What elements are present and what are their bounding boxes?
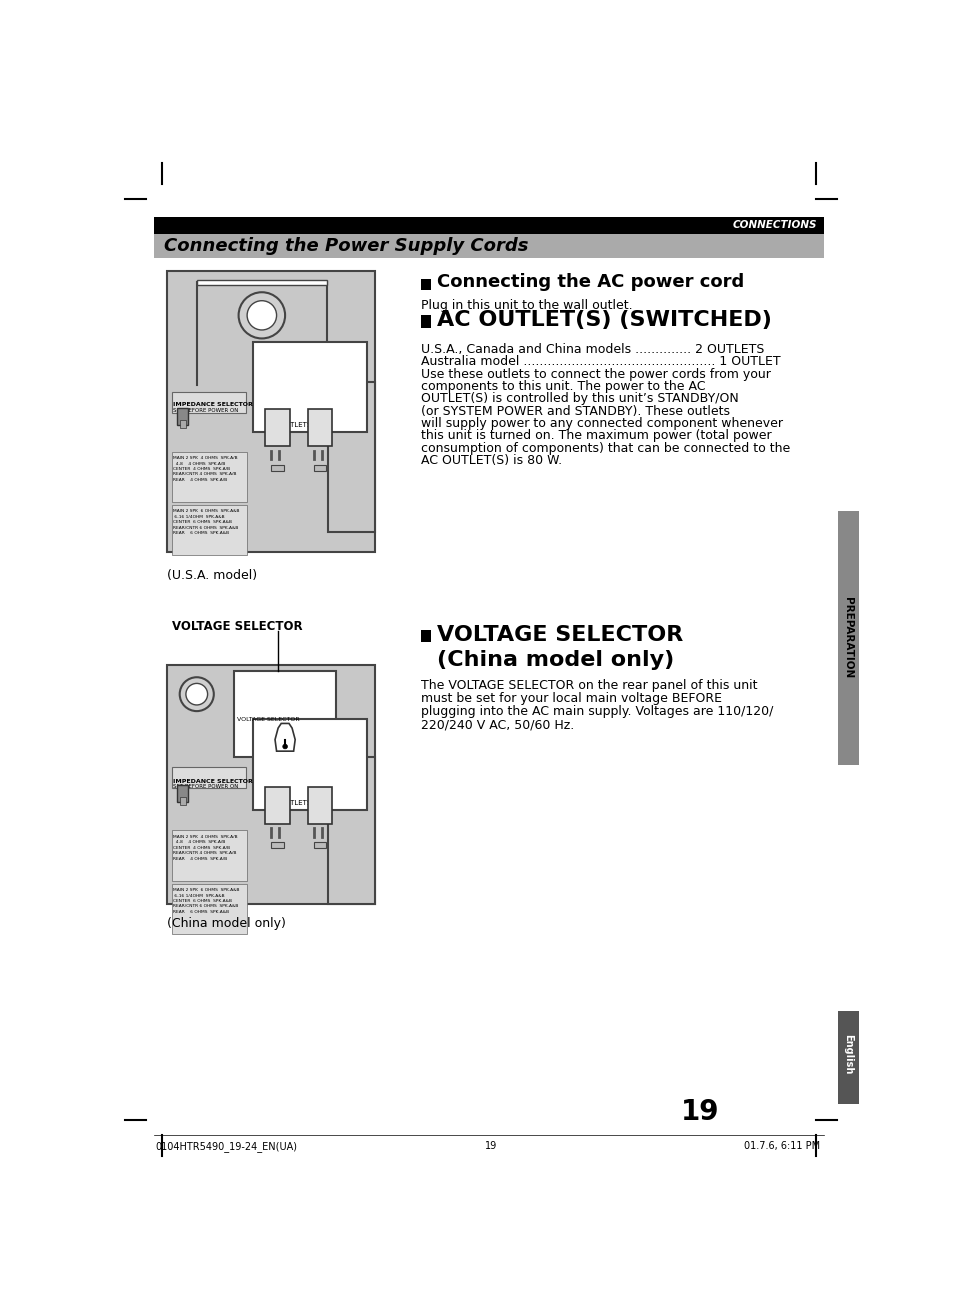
Circle shape [186, 683, 208, 705]
Bar [179, 421, 186, 428]
Text: REAR/CNTR 4 OHMS  SPK.A/B: REAR/CNTR 4 OHMS SPK.A/B [172, 852, 236, 855]
Text: Use these outlets to connect the power cords from your: Use these outlets to connect the power c… [421, 368, 771, 381]
Circle shape [282, 744, 287, 748]
Bar [253, 342, 367, 432]
Bar [265, 409, 290, 447]
Bar [177, 407, 188, 424]
Text: 4-8    4 OHMS  SPK.A/B: 4-8 4 OHMS SPK.A/B [172, 841, 225, 845]
Bar [307, 786, 332, 824]
Text: The VOLTAGE SELECTOR on the rear panel of this unit: The VOLTAGE SELECTOR on the rear panel o… [421, 679, 758, 692]
Text: REAR    6 OHMS  SPK.A&B: REAR 6 OHMS SPK.A&B [172, 532, 229, 535]
Bar [307, 409, 332, 447]
Text: Connecting the Power Supply Cords: Connecting the Power Supply Cords [164, 238, 528, 255]
Text: (or SYSTEM POWER and STANDBY). These outlets: (or SYSTEM POWER and STANDBY). These out… [421, 405, 730, 418]
Text: must be set for your local main voltage BEFORE: must be set for your local main voltage … [421, 692, 721, 705]
Polygon shape [274, 724, 294, 751]
Text: (China model only): (China model only) [167, 918, 286, 930]
Bar [314, 842, 326, 848]
Text: REAR/CNTR 4 OHMS  SPK.A/B: REAR/CNTR 4 OHMS SPK.A/B [172, 473, 236, 477]
Bar [172, 884, 247, 934]
Bar [253, 718, 367, 810]
Text: Plug in this unit to the wall outlet.: Plug in this unit to the wall outlet. [421, 299, 633, 312]
Bar [167, 665, 375, 904]
Text: CENTER  6 OHMS  SPK.A&B: CENTER 6 OHMS SPK.A&B [172, 520, 232, 524]
Text: REAR/CNTR 6 OHMS  SPK.A&B: REAR/CNTR 6 OHMS SPK.A&B [172, 904, 238, 909]
Circle shape [247, 300, 276, 330]
Bar [837, 1011, 858, 1104]
Text: this unit is turned on. The maximum power (total power: this unit is turned on. The maximum powe… [421, 430, 771, 443]
Text: components to this unit. The power to the AC: components to this unit. The power to th… [421, 380, 705, 393]
Text: plugging into the AC main supply. Voltages are 110/120/: plugging into the AC main supply. Voltag… [421, 705, 773, 718]
Bar [172, 392, 246, 413]
Text: PREPARATION: PREPARATION [841, 597, 852, 679]
Bar [179, 798, 186, 804]
Text: U.S.A., Canada and China models .............. 2 OUTLETS: U.S.A., Canada and China models ........… [421, 343, 764, 357]
Text: SET BEFORE POWER ON: SET BEFORE POWER ON [173, 785, 238, 789]
Text: CONNECTIONS: CONNECTIONS [732, 221, 816, 230]
Text: REAR/CNTR 6 OHMS  SPK.A&B: REAR/CNTR 6 OHMS SPK.A&B [172, 525, 238, 529]
Text: CENTER  6 OHMS  SPK.A&B: CENTER 6 OHMS SPK.A&B [172, 899, 232, 902]
Bar [172, 767, 246, 788]
Text: English: English [841, 1033, 852, 1074]
Bar [154, 217, 823, 234]
Bar [421, 315, 431, 328]
Text: 19: 19 [680, 1097, 719, 1126]
Text: 01.7.6, 6:11 PM: 01.7.6, 6:11 PM [743, 1140, 820, 1151]
Text: 6-16 1/4OHM  SPK.A&B: 6-16 1/4OHM SPK.A&B [172, 515, 224, 518]
Text: AC OUTLETS: AC OUTLETS [268, 799, 311, 806]
Text: OUTLET(S) is controlled by this unit’s STANDBY/ON: OUTLET(S) is controlled by this unit’s S… [421, 392, 739, 405]
Text: will supply power to any connected component whenever: will supply power to any connected compo… [421, 417, 782, 430]
Text: 220/240 V AC, 50/60 Hz.: 220/240 V AC, 50/60 Hz. [421, 718, 574, 731]
Text: (U.S.A. model): (U.S.A. model) [167, 568, 257, 581]
Text: SET BEFORE POWER ON: SET BEFORE POWER ON [173, 407, 238, 413]
Bar [314, 465, 326, 471]
Bar [328, 757, 375, 904]
Bar [265, 786, 290, 824]
Bar [196, 279, 327, 285]
Text: 4-8    4 OHMS  SPK.A/B: 4-8 4 OHMS SPK.A/B [172, 461, 225, 466]
Text: REAR    4 OHMS  SPK.A/B: REAR 4 OHMS SPK.A/B [172, 857, 227, 861]
Bar [328, 383, 375, 533]
Text: consumption of components) that can be connected to the: consumption of components) that can be c… [421, 441, 790, 454]
Text: 19: 19 [485, 1140, 497, 1151]
Text: VOLTAGE SELECTOR: VOLTAGE SELECTOR [172, 620, 302, 633]
Circle shape [179, 678, 213, 712]
Text: MAIN 2 SPK  4 OHMS  SPK.A/B: MAIN 2 SPK 4 OHMS SPK.A/B [172, 835, 237, 838]
Text: IMPEDANCE SELECTOR: IMPEDANCE SELECTOR [173, 778, 253, 784]
Text: AC OUTLETS: AC OUTLETS [268, 422, 311, 428]
Text: 6-16 1/4OHM  SPK.A&B: 6-16 1/4OHM SPK.A&B [172, 893, 224, 897]
Text: Australia model ................................................ 1 OUTLET: Australia model ........................… [421, 355, 781, 368]
Bar [172, 831, 247, 880]
Bar [172, 452, 247, 502]
Bar [421, 629, 431, 641]
Bar [154, 234, 823, 259]
Text: CENTER  4 OHMS  SPK.A/B: CENTER 4 OHMS SPK.A/B [172, 468, 230, 471]
Text: MAIN 2 SPK  4 OHMS  SPK.A/B: MAIN 2 SPK 4 OHMS SPK.A/B [172, 456, 237, 460]
Text: REAR    6 OHMS  SPK.A&B: REAR 6 OHMS SPK.A&B [172, 910, 229, 914]
Text: MAIN 2 SPK  6 OHMS  SPK.A&B: MAIN 2 SPK 6 OHMS SPK.A&B [172, 509, 239, 513]
Text: Connecting the AC power cord: Connecting the AC power cord [436, 273, 743, 291]
Bar [837, 511, 858, 765]
Bar [271, 842, 283, 848]
Circle shape [238, 293, 285, 338]
Bar [271, 465, 283, 471]
Text: AC OUTLET(S) (SWITCHED): AC OUTLET(S) (SWITCHED) [436, 310, 771, 330]
Text: CENTER  4 OHMS  SPK.A/B: CENTER 4 OHMS SPK.A/B [172, 846, 230, 850]
Text: AC OUTLET(S) is 80 W.: AC OUTLET(S) is 80 W. [421, 454, 562, 468]
Bar [421, 279, 431, 290]
Text: IMPEDANCE SELECTOR: IMPEDANCE SELECTOR [173, 402, 253, 407]
Bar [167, 270, 375, 551]
Bar [233, 671, 335, 757]
Text: (China model only): (China model only) [436, 649, 674, 670]
Bar [177, 785, 188, 802]
Text: VOLTAGE SELECTOR: VOLTAGE SELECTOR [436, 624, 682, 645]
Text: REAR    4 OHMS  SPK.A/B: REAR 4 OHMS SPK.A/B [172, 478, 227, 482]
Text: VOLTAGE SELECTOR: VOLTAGE SELECTOR [236, 717, 299, 722]
Text: 0104HTR5490_19-24_EN(UA): 0104HTR5490_19-24_EN(UA) [155, 1140, 297, 1152]
Text: MAIN 2 SPK  6 OHMS  SPK.A&B: MAIN 2 SPK 6 OHMS SPK.A&B [172, 888, 239, 892]
Bar [172, 504, 247, 555]
